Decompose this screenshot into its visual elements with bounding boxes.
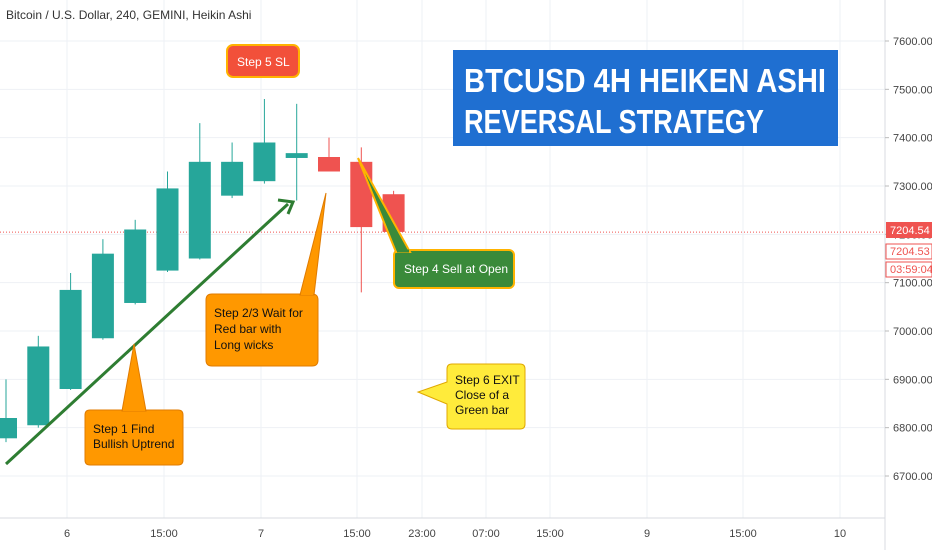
- step1-callout: [84, 409, 184, 466]
- countdown-value: 03:59:04: [890, 264, 932, 276]
- candle-body: [350, 161, 373, 228]
- current-price-tag: [885, 243, 932, 260]
- x-tick-label: 15:00: [343, 528, 371, 540]
- step23-label: Step 2/3 Wait for Red bar with Long wicks: [214, 306, 303, 352]
- candle-body: [253, 142, 276, 182]
- uptrend-arrow-head: [277, 198, 296, 215]
- step5-label: Step 5 SL: [237, 55, 290, 69]
- current-price-value: 7204.53: [890, 246, 930, 258]
- candle[interactable]: [318, 137, 340, 172]
- time-axis[interactable]: 6 15:00 7 15:00 23:00 07:00 15:00 9 15:00 10: [64, 528, 846, 540]
- x-tick-label: 15:00: [729, 528, 757, 540]
- candle-body: [188, 161, 211, 259]
- candle[interactable]: [350, 147, 373, 293]
- uptrend-arrow-line: [4, 202, 290, 466]
- x-tick-label: 10: [834, 528, 846, 540]
- candle[interactable]: [27, 335, 50, 428]
- x-tick-label: 7: [258, 528, 264, 540]
- candle-body: [91, 253, 114, 339]
- candle[interactable]: [0, 379, 17, 443]
- y-tick-label: 7500.00: [893, 84, 932, 96]
- step1-label: Step 1 Find Bullish Uptrend: [93, 422, 174, 451]
- candle-body: [156, 188, 179, 271]
- candle[interactable]: [221, 142, 244, 199]
- step4-label: Step 4 Sell at Open: [404, 262, 508, 276]
- candle[interactable]: [124, 219, 147, 305]
- candle[interactable]: [253, 99, 276, 184]
- chart-title: Bitcoin / U.S. Dollar, 240, GEMINI, Heik…: [6, 8, 251, 22]
- y-tick-label: 6700.00: [893, 471, 932, 483]
- y-tick-label: 7300.00: [893, 181, 932, 193]
- x-tick-label: 23:00: [408, 528, 436, 540]
- step23-callout-pointer: [299, 192, 327, 296]
- candle-series[interactable]: [0, 99, 405, 443]
- step4-callout: [393, 249, 515, 289]
- candle[interactable]: [285, 103, 308, 201]
- last-price-tag: [886, 222, 932, 238]
- y-tick-label: 7100.00: [893, 278, 932, 290]
- candle-body: [285, 153, 308, 158]
- candle-body: [124, 229, 147, 303]
- candle[interactable]: [156, 171, 179, 273]
- candle-body: [0, 418, 17, 439]
- y-tick-label: 6900.00: [893, 374, 932, 386]
- x-tick-label: 6: [64, 528, 70, 540]
- candle[interactable]: [91, 239, 114, 340]
- step6-label: Step 6 EXIT Close of a Green bar: [455, 373, 520, 417]
- step23-callout: [205, 293, 319, 367]
- x-tick-label: 9: [644, 528, 650, 540]
- y-tick-label: 6800.00: [893, 423, 932, 435]
- step6-callout: [416, 363, 526, 430]
- y-tick-label: 7000.00: [893, 326, 932, 338]
- price-axis[interactable]: 6700.006800.006900.007000.007100.007200.…: [885, 36, 932, 483]
- candle-body: [27, 346, 50, 426]
- candle[interactable]: [59, 273, 82, 390]
- last-price-value: 7204.54: [890, 225, 930, 237]
- y-tick-label: 7400.00: [893, 133, 932, 145]
- candle-body: [59, 289, 82, 389]
- x-tick-label: 15:00: [150, 528, 178, 540]
- x-tick-label: 07:00: [472, 528, 500, 540]
- strategy-banner: [453, 50, 838, 146]
- candle[interactable]: [188, 123, 211, 260]
- banner-line-1: BTCUSD 4H HEIKEN ASHI: [464, 62, 826, 99]
- step5-callout: [226, 44, 300, 78]
- countdown-tag: [885, 261, 932, 278]
- y-tick-label: 7600.00: [893, 36, 932, 48]
- x-tick-label: 15:00: [536, 528, 564, 540]
- banner-line-2: REVERSAL STRATEGY: [464, 103, 764, 140]
- candle-body: [221, 161, 244, 196]
- candle-body: [318, 157, 340, 172]
